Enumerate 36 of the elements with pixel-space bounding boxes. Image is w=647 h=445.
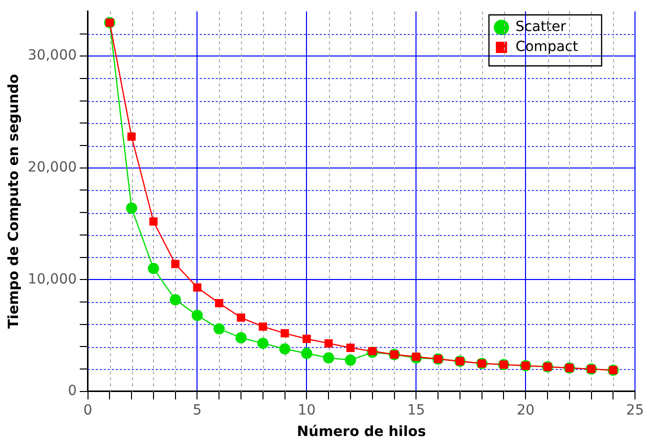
y-tick-label: 0 xyxy=(68,383,77,400)
point xyxy=(344,354,356,366)
point xyxy=(148,262,160,274)
point xyxy=(368,347,377,356)
point xyxy=(193,283,202,292)
x-tick-label: 0 xyxy=(83,402,92,418)
point xyxy=(170,294,181,306)
point xyxy=(302,334,311,344)
y-tick-label: 20,000 xyxy=(28,160,77,176)
y-axis-title: Tiempo de Computo en segundo xyxy=(6,74,22,329)
point xyxy=(215,298,224,308)
point xyxy=(126,202,138,214)
x-axis-title: Número de hilos xyxy=(296,424,426,440)
point xyxy=(235,332,247,344)
x-tick-label: 25 xyxy=(626,402,644,418)
point xyxy=(346,344,355,352)
y-tick-label: 10,000 xyxy=(28,271,77,288)
point xyxy=(192,310,203,321)
point xyxy=(258,322,268,331)
point xyxy=(236,314,246,322)
x-tick-label: 15 xyxy=(407,402,426,418)
point xyxy=(280,329,289,338)
point xyxy=(323,352,334,364)
point xyxy=(301,348,312,359)
point xyxy=(257,338,269,349)
point xyxy=(127,132,136,141)
point xyxy=(279,343,290,355)
point xyxy=(149,217,158,226)
point xyxy=(214,323,225,334)
point xyxy=(412,352,420,361)
point xyxy=(171,260,180,268)
x-tick-label: 10 xyxy=(298,402,316,418)
point xyxy=(324,339,333,348)
x-tick-label: 20 xyxy=(516,402,535,418)
x-tick-label: 5 xyxy=(192,402,202,418)
y-tick-label: 30,000 xyxy=(28,48,77,64)
